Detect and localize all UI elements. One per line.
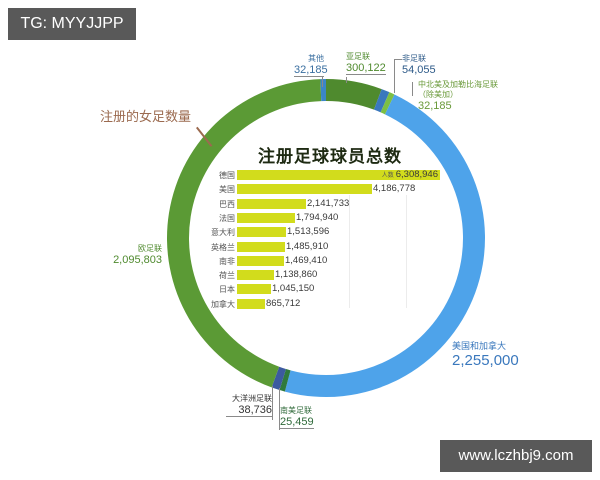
unit-label: 人数	[381, 173, 394, 179]
bar	[237, 227, 286, 238]
ring-segment	[279, 369, 291, 392]
bar-value: 1,138,860	[275, 269, 318, 281]
bar-value: 1,045,150	[272, 283, 315, 295]
bar-value: 4,186,778	[373, 183, 416, 195]
bar	[237, 255, 284, 266]
label-concacaf-name: 中北美及加勒比海足联	[418, 80, 498, 89]
bar-label: 意大利	[211, 228, 235, 238]
ring-segment	[320, 79, 326, 102]
leader-caf	[394, 59, 402, 60]
bar-value: 人数 6,308,946	[381, 169, 438, 180]
bar	[237, 298, 265, 309]
bar-value: 865,712	[266, 297, 301, 309]
bar-value: 1,485,910	[286, 240, 329, 252]
grid-line	[349, 195, 350, 308]
label-concacaf: 中北美及加勒比海足联 （除美加） 32,185	[418, 80, 498, 112]
ring-segment	[271, 366, 286, 391]
bar-value: 2,141,733	[307, 197, 350, 209]
label-caf-name: 非足联	[402, 54, 426, 63]
label-ofc: 大洋洲足联 38,736	[226, 394, 272, 417]
label-other: 其他 32,185	[294, 54, 328, 77]
bar-value: 1,469,410	[285, 254, 328, 266]
label-conmebol-name: 南美足联	[280, 406, 312, 415]
grid-line	[406, 195, 407, 308]
bar-chart-title: 注册足球球员总数	[258, 147, 402, 167]
label-caf-value: 54,055	[402, 64, 436, 76]
label-uefa: 欧足联 2,095,803	[110, 244, 162, 266]
leader-concacaf	[412, 82, 413, 96]
label-ofc-name: 大洋洲足联	[232, 394, 272, 403]
label-usa-canada-value: 2,255,000	[452, 352, 519, 369]
label-conmebol: 南美足联 25,459	[280, 406, 314, 429]
bar-label: 美国	[219, 185, 235, 195]
leader-afc	[346, 77, 347, 83]
bar-label: 日本	[219, 285, 235, 295]
ring-segment	[373, 89, 390, 113]
label-afc-value: 300,122	[346, 62, 386, 75]
bar-label: 加拿大	[211, 299, 235, 309]
label-other-value: 32,185	[294, 64, 328, 77]
leader-other	[322, 77, 323, 87]
ring-segment	[284, 94, 486, 398]
bar-label: 德国	[219, 171, 235, 180]
leader-ofc	[272, 386, 273, 420]
label-concacaf-value: 32,185	[418, 100, 452, 112]
leader-caf-v	[394, 59, 395, 93]
label-conmebol-value: 25,459	[280, 416, 314, 429]
label-afc-name: 亚足联	[346, 52, 370, 61]
bar	[237, 198, 306, 209]
bar-label: 巴西	[219, 199, 235, 209]
ring-segment	[326, 79, 382, 110]
label-caf: 非足联 54,055	[402, 54, 436, 76]
label-usa-canada: 美国和加拿大 2,255,000	[452, 342, 519, 369]
bar	[237, 184, 372, 195]
label-ofc-value: 38,736	[226, 404, 272, 417]
bar	[237, 270, 274, 281]
bar-label: 法国	[219, 213, 235, 223]
bar	[237, 284, 271, 295]
bar	[237, 170, 440, 180]
label-usa-canada-name: 美国和加拿大	[452, 342, 507, 352]
women-count-title: 注册的女足数量	[100, 110, 192, 125]
leader-conmebol	[279, 388, 280, 430]
bar-label: 南非	[219, 256, 235, 266]
ring-segment	[380, 92, 395, 115]
label-concacaf-note: （除美加）	[418, 90, 458, 99]
bar-value: 1,794,940	[296, 211, 339, 223]
label-other-name: 其他	[308, 54, 324, 63]
label-afc: 亚足联 300,122	[346, 52, 386, 75]
bar-label: 英格兰	[211, 242, 235, 252]
label-uefa-name: 欧足联	[138, 244, 162, 253]
ring-segment	[166, 79, 322, 388]
bar-label: 荷兰	[219, 271, 235, 281]
watermark-top-left: TG: MYYJJPP	[8, 8, 136, 40]
label-uefa-value: 2,095,803	[113, 254, 162, 266]
bar	[237, 241, 285, 252]
bar-value: 1,513,596	[287, 226, 330, 238]
watermark-bottom-right: www.lczhbj9.com	[440, 440, 592, 472]
bar	[237, 212, 295, 223]
